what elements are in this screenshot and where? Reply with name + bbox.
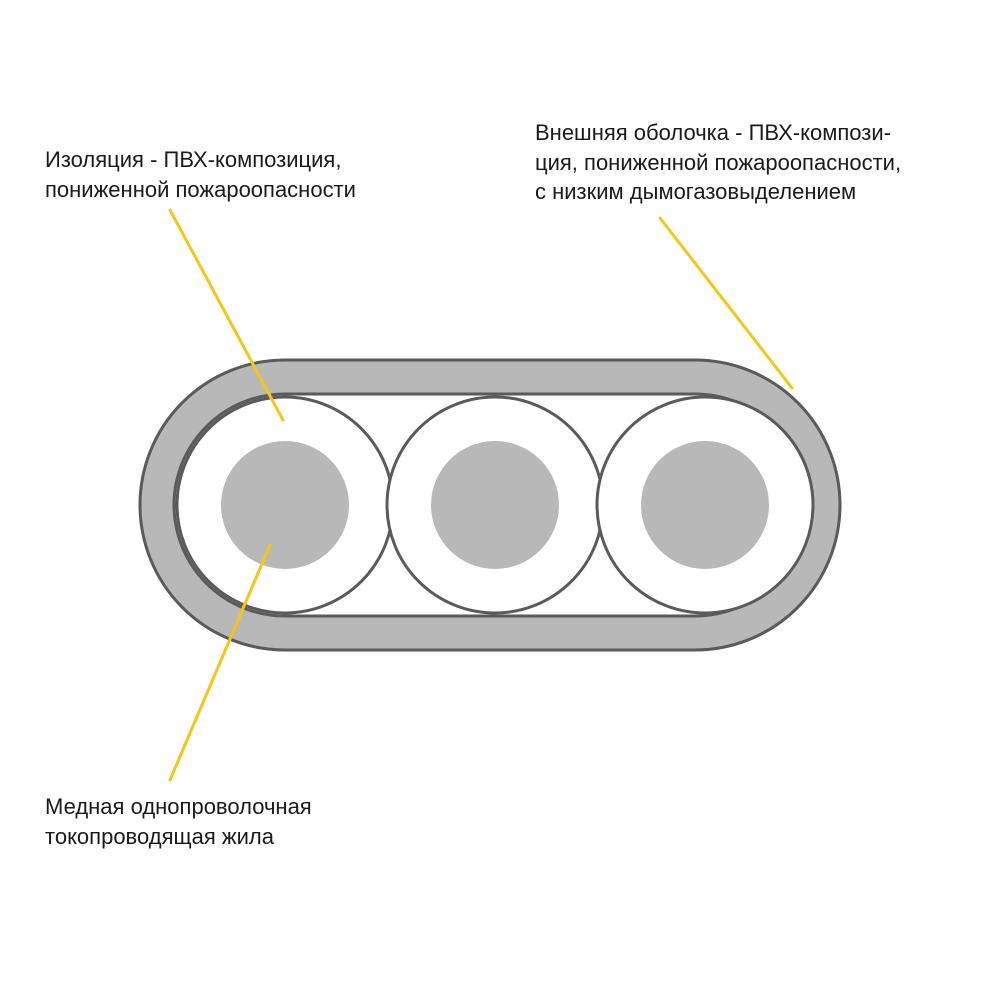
label-conductor: Медная однопроволочная токопроводящая жи… [45, 792, 405, 851]
core-conductor-1 [431, 441, 559, 569]
label-sheath: Внешняя оболочка - ПВХ-компози- ция, пон… [535, 118, 955, 207]
core-conductor-0 [221, 441, 349, 569]
label-insulation: Изоляция - ПВХ-композиция, пониженной по… [45, 145, 405, 204]
core-conductor-2 [641, 441, 769, 569]
